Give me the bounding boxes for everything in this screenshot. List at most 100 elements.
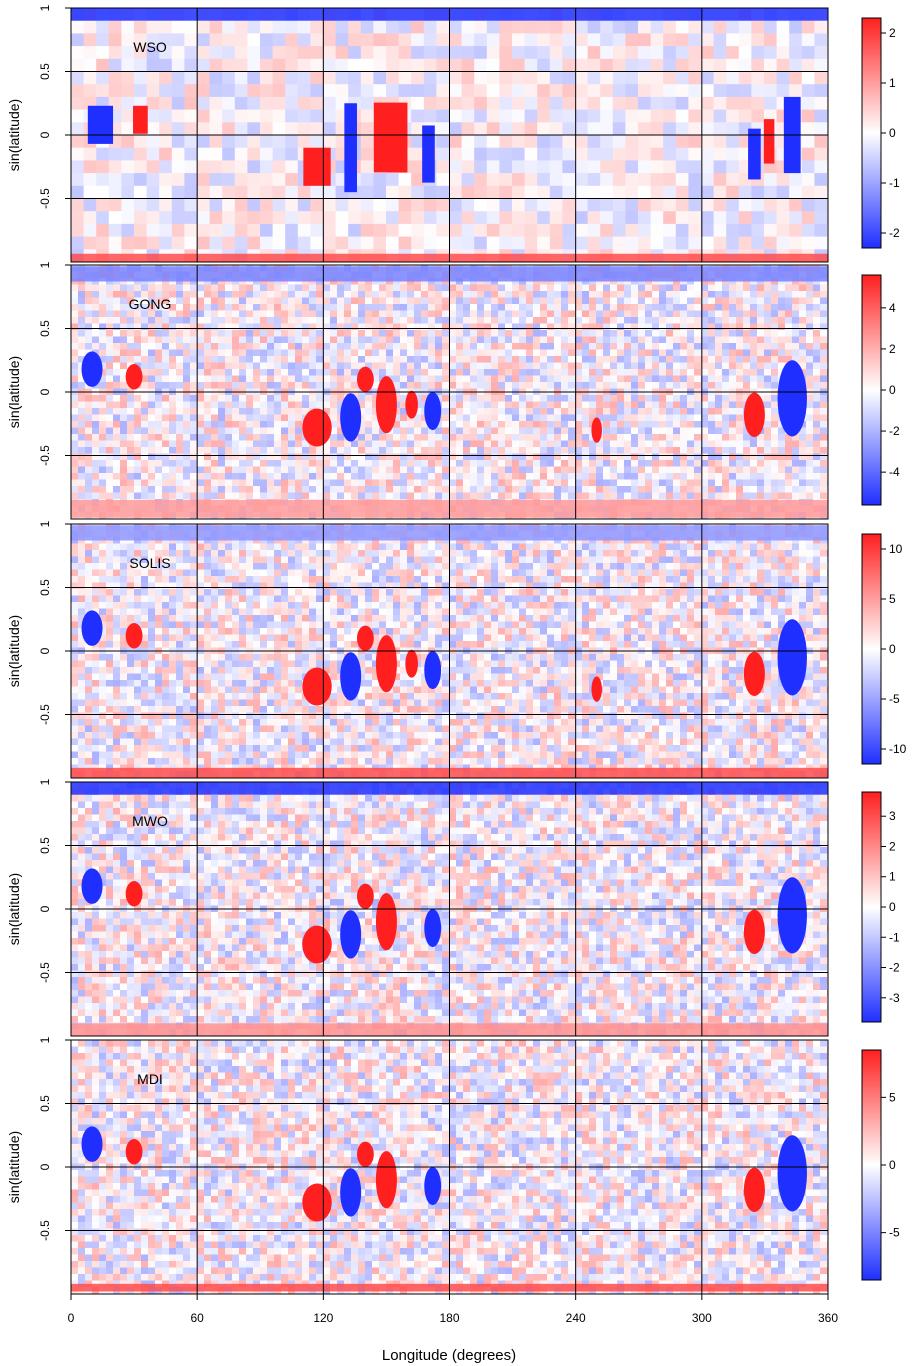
active-region (743, 909, 765, 955)
colorbar: 3 2 1 0 -1 -2 -3 (861, 791, 900, 1023)
active-region (81, 1126, 103, 1162)
colorbar: 2 1 0 -1 -2 (861, 17, 900, 249)
y-axis-label: sin(latitude) (6, 615, 22, 687)
y-tick-label: 1 (38, 778, 52, 785)
y-axis-label: sin(latitude) (6, 873, 22, 945)
observatory-label: MWO (132, 813, 168, 829)
active-region (125, 881, 143, 907)
active-region (424, 651, 442, 690)
background-field (71, 265, 828, 519)
background-field (71, 782, 828, 1036)
colorbar-tick-label: -10 (889, 742, 907, 756)
active-region (340, 393, 362, 442)
active-region (405, 390, 418, 419)
observatory-label: MDI (137, 1071, 163, 1087)
y-tick-label: -0.5 (38, 188, 52, 209)
colorbar-scale (861, 274, 882, 506)
active-region (302, 408, 332, 447)
y-tick-label: 0.5 (38, 579, 52, 596)
active-region (375, 376, 397, 434)
active-region (375, 893, 397, 951)
active-region (81, 610, 103, 646)
colorbar-tick-label: 0 (889, 383, 896, 397)
colorbar-tick-label: -2 (889, 226, 900, 240)
x-tick-label: 180 (439, 1311, 459, 1325)
active-region (125, 623, 143, 649)
y-tick-label: 1 (38, 4, 52, 11)
colorbar-tick-label: 4 (889, 301, 896, 315)
colorbar-tick-label: 0 (889, 1158, 896, 1172)
active-region (356, 1141, 374, 1168)
y-tick-label: 1 (38, 1036, 52, 1043)
colorbar-scale (861, 17, 882, 249)
y-tick-label: 0 (38, 131, 52, 138)
colorbar-tick-label: -5 (889, 1226, 900, 1240)
y-tick-label: -0.5 (38, 962, 52, 983)
colorbar-tick-label: 0 (889, 900, 896, 914)
active-region (133, 105, 148, 134)
active-region (373, 102, 408, 173)
observatory-label: WSO (133, 39, 167, 55)
active-region (777, 619, 807, 696)
active-region (81, 868, 103, 904)
gridlines (71, 782, 828, 1036)
active-region (302, 667, 332, 706)
colorbar-tick-label: -5 (889, 692, 900, 706)
active-region (424, 392, 442, 431)
x-tick-label: 60 (190, 1311, 204, 1325)
active-region (340, 1168, 362, 1217)
background-field (71, 8, 828, 262)
active-region (302, 925, 332, 964)
y-tick-label: -0.5 (38, 704, 52, 725)
magnetic-field-map (71, 8, 828, 262)
gridlines (71, 1040, 828, 1294)
x-tick-label: 240 (566, 1311, 586, 1325)
observatory-label: GONG (129, 296, 172, 312)
active-region (763, 119, 775, 164)
active-region (356, 366, 374, 392)
y-tick-label: 0 (38, 647, 52, 654)
magnetic-field-map (71, 524, 828, 778)
active-region (743, 651, 765, 697)
colorbar-tick-label: -4 (889, 465, 900, 479)
observatory-label: SOLIS (129, 555, 170, 571)
gridlines (71, 524, 828, 778)
active-region (591, 676, 602, 702)
colorbar-tick-label: 1 (889, 76, 896, 90)
active-region (125, 1139, 143, 1165)
colorbar-tick-label: 2 (889, 839, 896, 853)
colorbar-tick-label: 5 (889, 592, 896, 606)
colorbar-tick-label: 0 (889, 126, 896, 140)
active-region (748, 128, 761, 180)
y-axis-label: sin(latitude) (6, 99, 22, 171)
colorbar: 5 0 -5 (861, 1049, 900, 1281)
active-region (375, 1151, 397, 1209)
panel-mdi: MDI 1 0.5 0 -0.5 sin(latitude) 5 0 -5 (6, 1036, 900, 1295)
y-tick-label: 1 (38, 261, 52, 268)
active-region (375, 635, 397, 693)
gridlines (71, 265, 828, 519)
gridlines (71, 8, 828, 262)
y-axis-label: sin(latitude) (6, 1131, 22, 1203)
active-region (422, 125, 435, 183)
active-region (743, 392, 765, 438)
y-tick-label: 0 (38, 905, 52, 912)
colorbar-tick-label: 0 (889, 642, 896, 656)
panel-gong: GONG 1 0.5 0 -0.5 sin(latitude) 4 2 0 -2 -4 (6, 261, 900, 520)
colorbar-tick-label: -2 (889, 424, 900, 438)
colorbar-tick-label: -1 (889, 930, 900, 944)
x-tick-label: 120 (313, 1311, 333, 1325)
active-region (340, 652, 362, 701)
y-tick-label: 0.5 (38, 837, 52, 854)
background-field (71, 524, 828, 778)
y-tick-label: 0 (38, 1163, 52, 1170)
active-region (340, 910, 362, 959)
x-tick-label: 360 (818, 1311, 838, 1325)
panel-solis: SOLIS 1 0.5 0 -0.5 sin(latitude) 10 5 0 -5 -10 (6, 520, 907, 779)
colorbar-tick-label: 2 (889, 342, 896, 356)
x-axis-label: Longitude (degrees) (382, 1347, 516, 1364)
active-region (743, 1167, 765, 1213)
active-region (591, 417, 602, 443)
y-tick-label: 0.5 (38, 1095, 52, 1112)
